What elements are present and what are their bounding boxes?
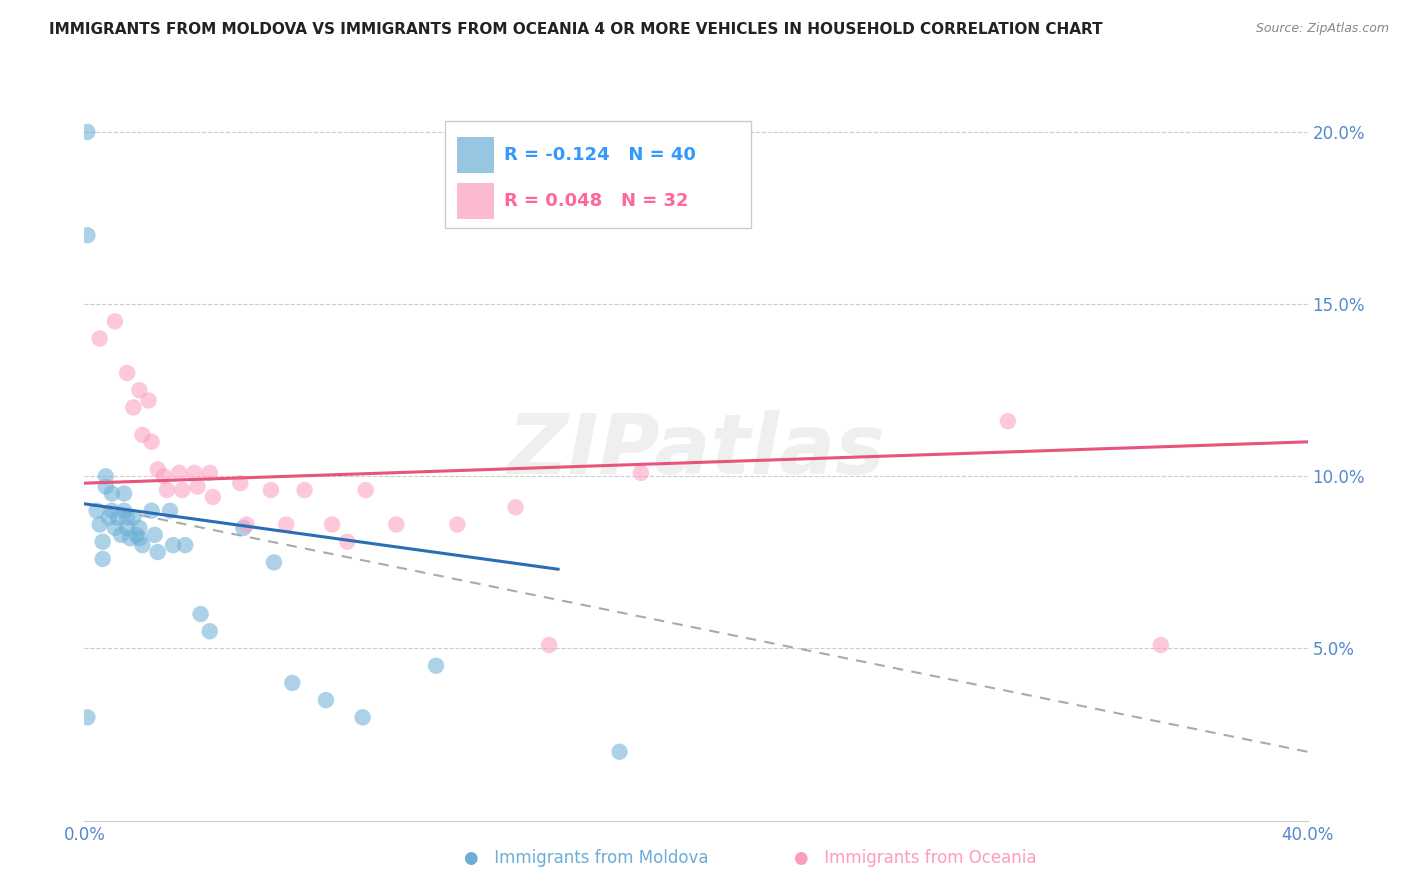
Point xyxy=(183,466,205,480)
Point xyxy=(997,414,1019,428)
Point xyxy=(76,710,98,724)
Point xyxy=(76,228,98,243)
Point xyxy=(131,428,153,442)
Point xyxy=(505,500,527,515)
Point xyxy=(263,555,285,569)
Point xyxy=(143,528,166,542)
Point xyxy=(153,469,176,483)
Point xyxy=(115,521,138,535)
Point xyxy=(159,504,181,518)
Point xyxy=(172,483,194,497)
Point xyxy=(538,638,561,652)
Text: Source: ZipAtlas.com: Source: ZipAtlas.com xyxy=(1256,22,1389,36)
Point xyxy=(630,466,652,480)
Point xyxy=(107,510,129,524)
Point xyxy=(97,510,120,524)
Point xyxy=(315,693,337,707)
Point xyxy=(162,538,184,552)
Point xyxy=(167,466,190,480)
Point xyxy=(198,624,221,639)
Text: ●   Immigrants from Moldova: ● Immigrants from Moldova xyxy=(464,849,709,867)
Point xyxy=(235,517,257,532)
Point xyxy=(138,393,160,408)
Point xyxy=(281,676,304,690)
Point xyxy=(101,504,124,518)
Point xyxy=(201,490,224,504)
Point xyxy=(115,366,138,380)
Point xyxy=(122,401,145,415)
Point xyxy=(101,486,124,500)
Point xyxy=(104,521,127,535)
Point xyxy=(110,528,132,542)
Point xyxy=(190,607,212,621)
Point xyxy=(146,545,169,559)
Point xyxy=(336,534,359,549)
Point xyxy=(198,466,221,480)
Point xyxy=(94,480,117,494)
FancyBboxPatch shape xyxy=(457,183,494,219)
Point xyxy=(125,528,148,542)
Point xyxy=(321,517,343,532)
Point xyxy=(352,710,374,724)
Point xyxy=(174,538,197,552)
Point xyxy=(115,510,138,524)
Point xyxy=(120,531,142,545)
Point xyxy=(89,332,111,346)
Point xyxy=(94,469,117,483)
Point xyxy=(260,483,283,497)
Point xyxy=(112,504,135,518)
FancyBboxPatch shape xyxy=(446,121,751,228)
Point xyxy=(1150,638,1173,652)
Point xyxy=(76,125,98,139)
Point xyxy=(609,745,631,759)
Point xyxy=(112,486,135,500)
Point xyxy=(385,517,408,532)
Point xyxy=(128,531,150,545)
Point xyxy=(232,521,254,535)
Point xyxy=(425,658,447,673)
Point xyxy=(91,552,114,566)
Point xyxy=(128,383,150,397)
Point xyxy=(294,483,316,497)
Point xyxy=(122,510,145,524)
Point xyxy=(91,534,114,549)
Text: IMMIGRANTS FROM MOLDOVA VS IMMIGRANTS FROM OCEANIA 4 OR MORE VEHICLES IN HOUSEHO: IMMIGRANTS FROM MOLDOVA VS IMMIGRANTS FR… xyxy=(49,22,1102,37)
FancyBboxPatch shape xyxy=(457,137,494,173)
Text: R = 0.048   N = 32: R = 0.048 N = 32 xyxy=(503,192,689,210)
Text: ●   Immigrants from Oceania: ● Immigrants from Oceania xyxy=(794,849,1036,867)
Point xyxy=(104,314,127,328)
Point xyxy=(86,504,108,518)
Point xyxy=(276,517,298,532)
Point xyxy=(186,480,208,494)
Point xyxy=(131,538,153,552)
Point xyxy=(128,521,150,535)
Text: ZIPatlas: ZIPatlas xyxy=(508,410,884,491)
Point xyxy=(446,517,468,532)
Text: R = -0.124   N = 40: R = -0.124 N = 40 xyxy=(503,146,696,164)
Point xyxy=(354,483,377,497)
Point xyxy=(229,476,252,491)
Point xyxy=(141,434,163,449)
Point xyxy=(156,483,179,497)
Point xyxy=(141,504,163,518)
Point xyxy=(89,517,111,532)
Point xyxy=(146,462,169,476)
